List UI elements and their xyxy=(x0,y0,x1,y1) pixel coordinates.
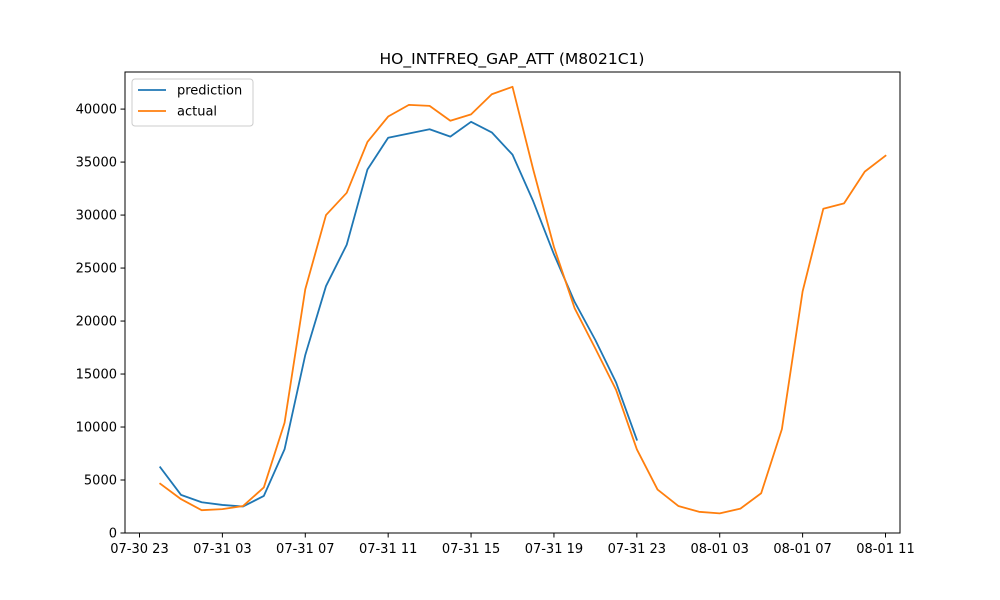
y-tick-label: 0 xyxy=(109,527,117,542)
x-tick-label: 08-01 07 xyxy=(773,542,831,557)
y-tick-label: 20000 xyxy=(76,315,117,330)
x-tick-label: 07-31 03 xyxy=(193,542,251,557)
series-layer xyxy=(158,85,887,515)
y-tick-label: 5000 xyxy=(84,474,117,489)
x-tick-label: 07-31 15 xyxy=(442,542,500,557)
y-tick-label: 30000 xyxy=(76,209,117,224)
y-axis: 0 5000 10000 15000 20000 25000 30000 35000 40000 xyxy=(76,103,125,542)
plot-frame xyxy=(124,71,901,534)
x-tick-label: 07-31 07 xyxy=(276,542,334,557)
chart-title: HO_INTFREQ_GAP_ATT (M8021C1) xyxy=(380,50,645,69)
legend-label-actual: actual xyxy=(177,105,217,120)
y-tick-label: 15000 xyxy=(76,368,117,383)
x-tick-label: 07-31 11 xyxy=(359,542,417,557)
y-tick-label: 25000 xyxy=(76,262,117,277)
x-tick-label: 08-01 11 xyxy=(856,542,914,557)
legend-label-prediction: prediction xyxy=(177,84,242,99)
y-tick-label: 10000 xyxy=(76,421,117,436)
x-tick-label: 07-31 19 xyxy=(525,542,583,557)
x-tick-label: 07-30 23 xyxy=(110,542,168,557)
x-tick-label: 07-31 23 xyxy=(608,542,666,557)
x-tick-label: 08-01 03 xyxy=(690,542,748,557)
y-tick-label: 40000 xyxy=(76,103,117,118)
legend: prediction actual xyxy=(131,78,254,127)
series-line-actual xyxy=(158,85,887,515)
y-tick-label: 35000 xyxy=(76,156,117,171)
x-axis: 07-30 23 07-31 03 07-31 07 07-31 11 07-31 15… xyxy=(110,533,915,557)
